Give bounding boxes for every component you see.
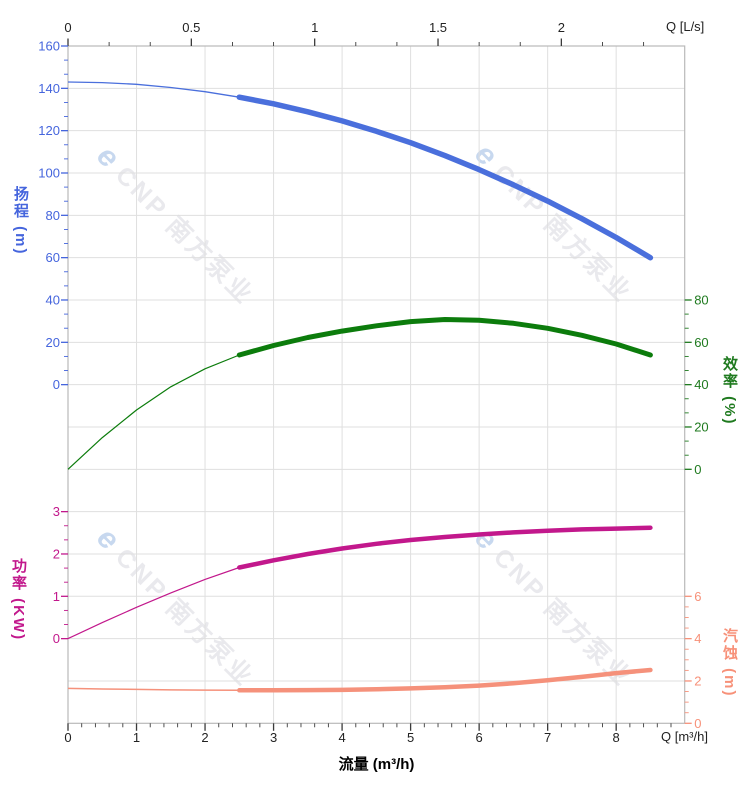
head-tick-label: 160 — [38, 39, 60, 54]
head-tick-label: 140 — [38, 81, 60, 96]
head-curve-thin — [67, 81, 240, 98]
bottom-tick-label: 4 — [338, 730, 345, 745]
head-curve-thick — [236, 94, 654, 261]
efficiency-tick-label: 40 — [694, 377, 708, 392]
bottom-tick-label: 8 — [613, 730, 620, 745]
power-tick-label: 3 — [53, 504, 60, 519]
power-axis-title: 功率 (KW) — [10, 558, 27, 642]
top-tick-label: 1.5 — [429, 20, 447, 35]
bottom-tick-label: 1 — [133, 730, 140, 745]
head-tick-label: 60 — [46, 250, 60, 265]
power-curve-thin — [67, 566, 240, 640]
head-tick-label: 80 — [46, 208, 60, 223]
head-tick-label: 0 — [53, 377, 60, 392]
flow-axis-title: 流量 (m³/h) — [338, 756, 415, 773]
power-curve-thick — [237, 525, 653, 570]
efficiency-tick-label: 80 — [694, 292, 708, 307]
efficiency-curve-thin — [67, 354, 240, 470]
npsh-curve-thick — [237, 667, 653, 693]
efficiency-axis-title: 效率 (%) — [721, 356, 738, 426]
efficiency-tick-label: 20 — [694, 419, 708, 434]
head-tick-label: 40 — [46, 292, 60, 307]
npsh-tick-label: 0 — [694, 716, 701, 731]
bottom-tick-label: 2 — [201, 730, 208, 745]
head-tick-label: 120 — [38, 123, 60, 138]
efficiency-curve-thick — [236, 317, 653, 358]
npsh-tick-label: 4 — [694, 631, 701, 646]
bottom-axis-unit-label: Q [m³/h] — [661, 729, 708, 744]
npsh-tick-label: 6 — [694, 589, 701, 604]
bottom-tick-label: 0 — [64, 730, 71, 745]
top-tick-label: 2 — [558, 20, 565, 35]
bottom-tick-label: 5 — [407, 730, 414, 745]
power-tick-label: 1 — [53, 589, 60, 604]
npsh-axis-title: 汽蚀 (m) — [721, 628, 738, 698]
power-tick-label: 0 — [53, 631, 60, 646]
head-tick-label: 100 — [38, 165, 60, 180]
npsh-curve-thin — [67, 687, 240, 692]
top-tick-label: 0.5 — [182, 20, 200, 35]
top-tick-label: 1 — [311, 20, 318, 35]
power-tick-label: 2 — [53, 546, 60, 561]
bottom-tick-label: 6 — [476, 730, 483, 745]
efficiency-tick-label: 0 — [694, 462, 701, 477]
head-tick-label: 20 — [46, 335, 60, 350]
efficiency-tick-label: 60 — [694, 335, 708, 350]
top-axis-unit-label: Q [L/s] — [666, 19, 705, 34]
bottom-tick-label: 7 — [544, 730, 551, 745]
top-tick-label: 0 — [64, 20, 71, 35]
bottom-tick-label: 3 — [270, 730, 277, 745]
npsh-tick-label: 2 — [694, 673, 701, 688]
head-axis-title: 扬程 (m) — [12, 186, 29, 256]
